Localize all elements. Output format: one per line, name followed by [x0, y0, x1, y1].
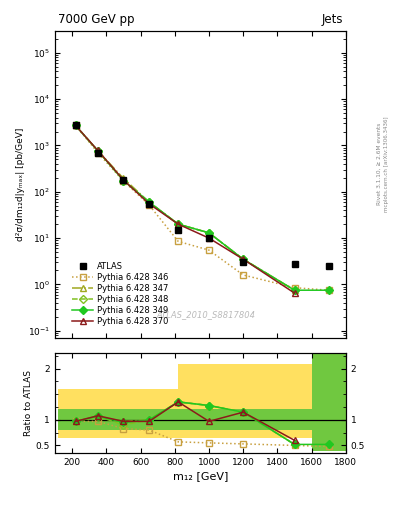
Text: ATLAS_2010_S8817804: ATLAS_2010_S8817804 — [157, 310, 256, 319]
Text: Jets: Jets — [321, 13, 343, 26]
Pythia 6.428 346 — [176, 238, 180, 244]
ATLAS — [292, 261, 297, 267]
Pythia 6.428 349 — [73, 122, 78, 129]
Pythia 6.428 348 — [292, 287, 297, 293]
Line: Pythia 6.428 348: Pythia 6.428 348 — [72, 122, 298, 293]
Pythia 6.428 370 — [176, 221, 180, 227]
Bar — [178, 409, 252, 430]
Bar — [178, 364, 252, 438]
Line: Pythia 6.428 349: Pythia 6.428 349 — [72, 122, 332, 293]
Pythia 6.428 370 — [207, 235, 211, 241]
Pythia 6.428 347 — [73, 122, 78, 129]
ATLAS — [207, 235, 211, 241]
Bar — [252, 409, 312, 430]
Pythia 6.428 370 — [121, 177, 126, 183]
Pythia 6.428 346 — [207, 247, 211, 253]
Bar — [123, 389, 178, 438]
ATLAS — [73, 122, 78, 129]
Pythia 6.428 349 — [95, 147, 100, 154]
Text: mcplots.cern.ch [arXiv:1306.3436]: mcplots.cern.ch [arXiv:1306.3436] — [384, 116, 389, 211]
Pythia 6.428 346 — [326, 287, 331, 293]
Pythia 6.428 347 — [207, 230, 211, 236]
Pythia 6.428 347 — [292, 287, 297, 293]
Text: 7000 GeV pp: 7000 GeV pp — [58, 13, 134, 26]
Bar — [59, 389, 123, 438]
Pythia 6.428 347 — [176, 221, 180, 227]
Bar — [59, 409, 123, 430]
Pythia 6.428 347 — [241, 256, 246, 262]
Pythia 6.428 346 — [95, 150, 100, 156]
Pythia 6.428 346 — [241, 272, 246, 278]
Line: Pythia 6.428 346: Pythia 6.428 346 — [72, 122, 332, 293]
Pythia 6.428 348 — [95, 147, 100, 154]
Pythia 6.428 346 — [121, 178, 126, 184]
Y-axis label: Ratio to ATLAS: Ratio to ATLAS — [24, 370, 33, 436]
Bar — [252, 364, 312, 438]
Pythia 6.428 349 — [241, 256, 246, 262]
Pythia 6.428 349 — [292, 287, 297, 293]
Pythia 6.428 370 — [95, 147, 100, 154]
Line: Pythia 6.428 347: Pythia 6.428 347 — [72, 122, 298, 293]
Pythia 6.428 348 — [73, 122, 78, 129]
Pythia 6.428 346 — [147, 202, 151, 208]
Pythia 6.428 349 — [207, 230, 211, 236]
Line: ATLAS: ATLAS — [72, 122, 332, 269]
Pythia 6.428 348 — [176, 221, 180, 227]
Pythia 6.428 346 — [73, 122, 78, 129]
X-axis label: m₁₂ [GeV]: m₁₂ [GeV] — [173, 471, 228, 481]
Pythia 6.428 349 — [326, 287, 331, 293]
Pythia 6.428 348 — [241, 256, 246, 262]
Pythia 6.428 346 — [292, 285, 297, 291]
Pythia 6.428 347 — [95, 147, 100, 154]
Line: Pythia 6.428 370: Pythia 6.428 370 — [72, 122, 298, 296]
Pythia 6.428 347 — [147, 199, 151, 205]
Pythia 6.428 370 — [147, 201, 151, 207]
ATLAS — [121, 177, 126, 183]
Bar — [123, 409, 178, 430]
Bar — [312, 343, 346, 451]
Y-axis label: d²σ/dm₁₂d|yₘₐₓ| [pb/GeV]: d²σ/dm₁₂d|yₘₐₓ| [pb/GeV] — [16, 127, 25, 241]
Pythia 6.428 348 — [121, 178, 126, 184]
ATLAS — [326, 263, 331, 269]
Pythia 6.428 349 — [121, 178, 126, 184]
Pythia 6.428 349 — [176, 221, 180, 227]
Pythia 6.428 370 — [241, 256, 246, 262]
Text: Rivet 3.1.10, ≥ 2.6M events: Rivet 3.1.10, ≥ 2.6M events — [377, 123, 382, 205]
ATLAS — [147, 201, 151, 207]
Pythia 6.428 348 — [147, 199, 151, 205]
Pythia 6.428 349 — [147, 199, 151, 205]
Pythia 6.428 370 — [292, 290, 297, 296]
Pythia 6.428 347 — [121, 175, 126, 181]
ATLAS — [95, 150, 100, 156]
ATLAS — [241, 259, 246, 265]
Bar — [312, 343, 346, 451]
Legend: ATLAS, Pythia 6.428 346, Pythia 6.428 347, Pythia 6.428 348, Pythia 6.428 349, P: ATLAS, Pythia 6.428 346, Pythia 6.428 34… — [71, 260, 170, 328]
Pythia 6.428 370 — [73, 122, 78, 129]
ATLAS — [176, 227, 180, 233]
Pythia 6.428 348 — [207, 230, 211, 236]
